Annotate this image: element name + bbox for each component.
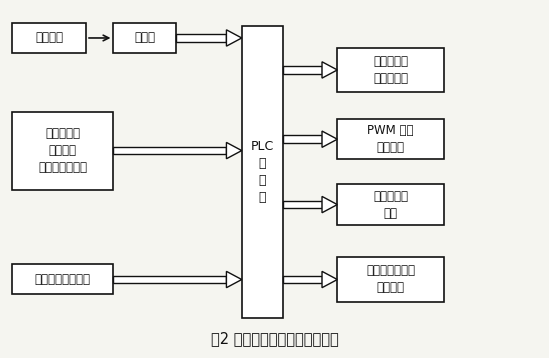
Bar [283,66,322,74]
Polygon shape [226,30,242,46]
Polygon shape [322,197,337,213]
Bar [283,201,322,208]
Text: 电梯其它输入信号: 电梯其它输入信号 [35,273,91,286]
Polygon shape [322,271,337,288]
Polygon shape [322,62,337,78]
FancyBboxPatch shape [337,257,444,301]
FancyBboxPatch shape [113,23,176,53]
Bar [113,276,226,284]
FancyBboxPatch shape [12,111,113,190]
Bar [176,34,226,42]
Text: 发光二极管
记忆灯电路: 发光二极管 记忆灯电路 [373,55,408,85]
Polygon shape [226,142,242,159]
Text: PWM 控制
调速电路: PWM 控制 调速电路 [367,124,414,154]
FancyBboxPatch shape [337,48,444,92]
Text: 楼层传感器
检测电路
（霍尔传感器）: 楼层传感器 检测电路 （霍尔传感器） [38,127,87,174]
Text: 图2 电梯控制系统硬件结构框图: 图2 电梯控制系统硬件结构框图 [211,331,338,346]
Polygon shape [226,271,242,288]
FancyBboxPatch shape [337,118,444,159]
Bar [283,135,322,143]
Text: 七段数码管楼层
显示电路: 七段数码管楼层 显示电路 [366,264,415,294]
Text: PLC
控
制
器: PLC 控 制 器 [250,140,274,204]
Bar [283,276,322,284]
Text: 编码器: 编码器 [135,31,155,44]
Bar [113,147,226,155]
FancyBboxPatch shape [12,23,86,53]
FancyBboxPatch shape [12,264,113,294]
FancyBboxPatch shape [242,26,283,318]
Polygon shape [322,131,337,147]
FancyBboxPatch shape [337,184,444,225]
Text: 按钮电路: 按钮电路 [35,31,63,44]
Text: 轿箱开关门
电路: 轿箱开关门 电路 [373,190,408,220]
